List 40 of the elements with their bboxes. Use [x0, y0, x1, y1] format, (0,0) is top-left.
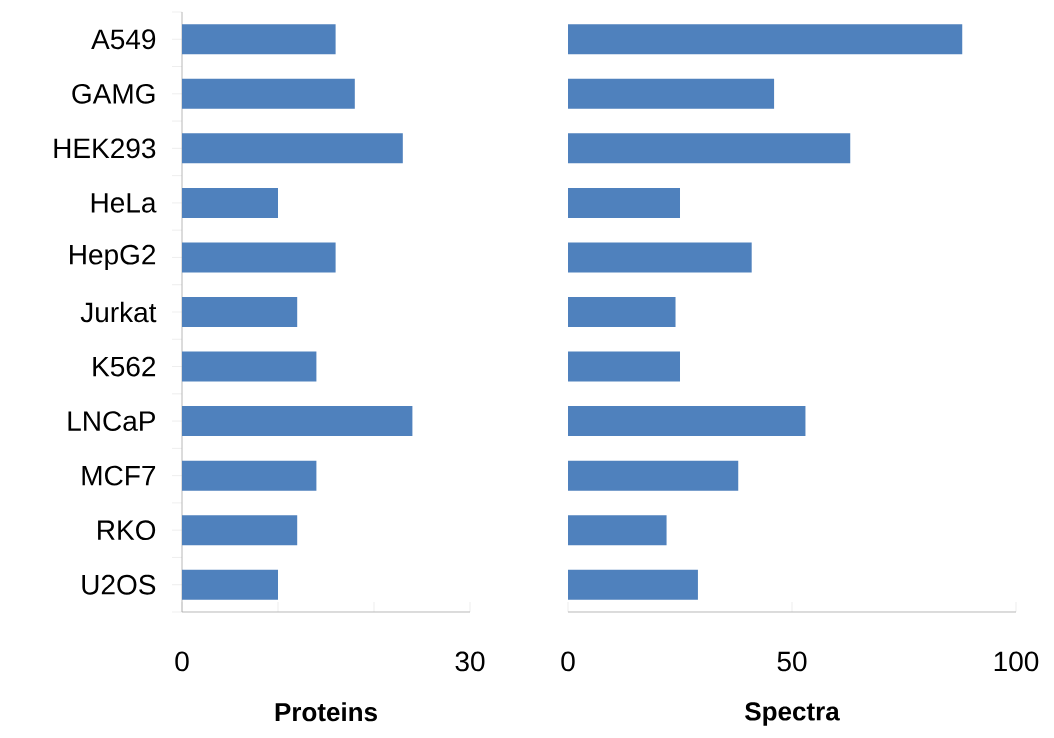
bar [182, 406, 413, 437]
y-tick-label: HepG2 [70, 244, 156, 271]
bar [568, 515, 667, 546]
bar [568, 569, 698, 600]
bar [568, 24, 963, 55]
y-tick-label: HeLa [91, 193, 157, 213]
bar [182, 351, 317, 382]
bar [568, 133, 851, 164]
bar [182, 569, 278, 600]
x-tick-label: 0 [175, 651, 189, 672]
bar [182, 78, 355, 109]
bar [182, 133, 403, 164]
y-tick-label: LNCaP [68, 411, 155, 431]
y-tick-label: K562 [93, 356, 156, 377]
bar [182, 297, 298, 327]
bar [568, 78, 775, 109]
y-tick-label: MCF7 [82, 465, 156, 486]
bar [568, 351, 681, 382]
x-tick-label: 100 [994, 651, 1039, 672]
bar [182, 24, 336, 55]
x-axis-title: Proteins [275, 702, 377, 722]
y-tick-label: Jurkat [80, 301, 157, 323]
y-tick-label: RKO [98, 520, 156, 541]
bar [182, 187, 278, 218]
bar [568, 187, 681, 218]
bar [182, 460, 317, 491]
y-tick-label: A549 [91, 29, 156, 50]
x-tick-label: 50 [777, 651, 807, 672]
bar [568, 297, 676, 327]
x-axis-title: Spectra [745, 702, 840, 726]
bar [568, 406, 806, 437]
y-tick-label: GAMG [72, 83, 155, 104]
x-tick-label: 0 [561, 651, 575, 672]
bar [568, 460, 739, 491]
bar [182, 515, 298, 546]
y-tick-label: U2OS [82, 574, 156, 595]
y-tick-label: HEK293 [54, 138, 156, 159]
bar [182, 242, 336, 273]
x-tick-label: 30 [455, 651, 485, 672]
bar [568, 242, 752, 273]
